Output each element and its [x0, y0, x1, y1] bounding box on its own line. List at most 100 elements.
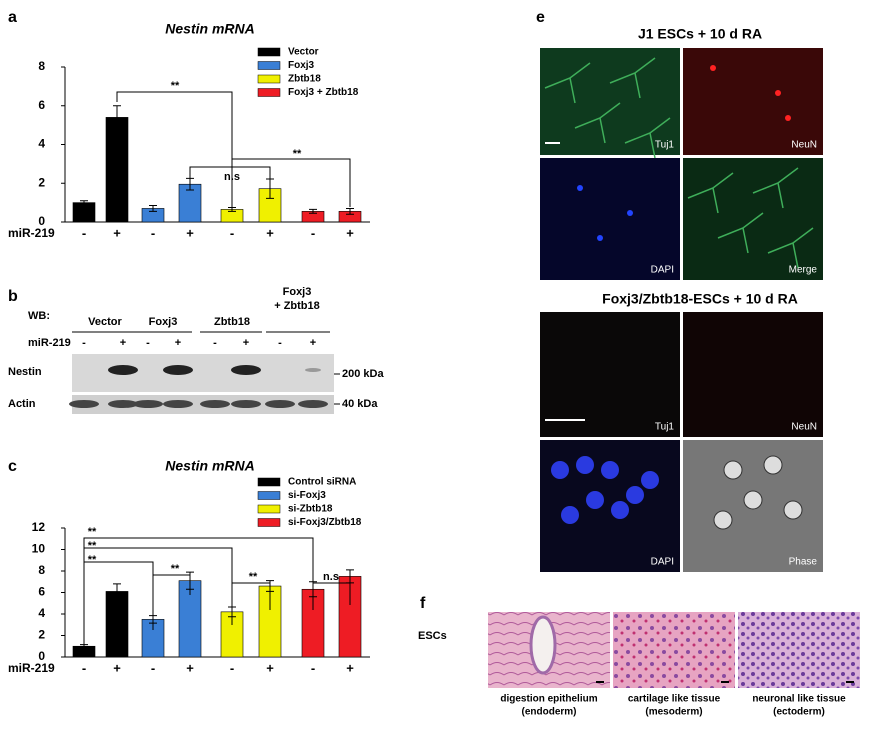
significance-bracket	[231, 582, 271, 625]
y-tick-label: 8	[38, 59, 45, 73]
x-tick-label: -	[230, 225, 234, 240]
y-tick-label: 12	[32, 520, 46, 534]
lumen	[529, 615, 557, 675]
nucleus	[641, 471, 659, 489]
row-label: ESCs	[418, 630, 447, 642]
caption: (endoderm)	[522, 707, 577, 718]
legend-label: Zbtb18	[288, 74, 321, 85]
legend-swatch	[257, 518, 281, 527]
nucleus	[611, 501, 629, 519]
y-tick-label: 6	[38, 585, 45, 599]
error-bar	[309, 208, 317, 214]
significance-label: **	[249, 571, 258, 583]
legend-swatch	[257, 491, 281, 500]
y-tick-label: 4	[38, 606, 45, 620]
y-tick-label: 2	[38, 628, 45, 642]
blot-row: Actin	[8, 398, 36, 410]
nucleus	[785, 115, 791, 121]
blot-label: WB:	[28, 310, 50, 322]
cell	[763, 455, 783, 475]
blot-band	[163, 365, 193, 375]
lane-sign: -	[146, 337, 150, 349]
y-tick-label: 0	[38, 214, 45, 228]
blot-group: Foxj3	[149, 316, 178, 328]
panel-label: e	[536, 9, 545, 26]
micrograph	[683, 48, 823, 155]
neuron	[717, 212, 764, 254]
error-bar	[149, 205, 157, 212]
x-tick-label: -	[151, 660, 155, 675]
legend-label: Control siRNA	[288, 477, 356, 488]
blot-label: miR-219	[28, 337, 71, 349]
significance-bracket	[116, 91, 233, 205]
blot-band	[69, 400, 99, 408]
cell	[743, 490, 763, 510]
neuron	[574, 102, 621, 144]
legend-swatch	[257, 47, 281, 57]
y-tick-label: 6	[38, 98, 45, 112]
x-tick-label: +	[186, 225, 194, 240]
channel-label: DAPI	[651, 265, 674, 276]
blot-band	[108, 365, 138, 375]
significance-label: **	[88, 540, 97, 552]
lane-sign: +	[310, 337, 316, 349]
significance-label: n.s	[323, 571, 339, 583]
legend-label: si-Foxj3	[288, 490, 326, 501]
x-tick-label: -	[151, 225, 155, 240]
blot-band	[200, 400, 230, 408]
legend-swatch	[257, 61, 281, 70]
legend-label: Vector	[288, 47, 319, 58]
chart-title: Nestin mRNA	[165, 458, 254, 474]
micrograph	[540, 440, 680, 572]
blot-group: Vector	[88, 316, 122, 328]
panel-label: b	[8, 288, 18, 305]
y-tick-label: 8	[38, 563, 45, 577]
blot-band	[163, 400, 193, 408]
micrograph	[683, 312, 823, 437]
significance-label: **	[88, 554, 97, 566]
x-tick-label: -	[230, 660, 234, 675]
blot-band	[231, 365, 261, 375]
blot-band	[298, 400, 328, 408]
channel-label: Tuj1	[655, 140, 675, 151]
y-tick-label: 4	[38, 137, 45, 151]
neuron	[544, 62, 591, 104]
caption: cartilage like tissue	[628, 694, 721, 705]
legend-swatch	[257, 88, 281, 97]
caption: (ectoderm)	[773, 707, 825, 718]
y-tick-label: 0	[38, 649, 45, 663]
blot-band	[305, 368, 321, 372]
error-bar	[113, 105, 121, 130]
neuron	[624, 117, 671, 159]
nucleus	[561, 506, 579, 524]
bar	[72, 202, 96, 223]
marker-label: 200 kDa	[342, 368, 384, 380]
nucleus	[626, 486, 644, 504]
error-bar	[113, 583, 121, 600]
significance-label: **	[171, 563, 180, 575]
blot-band	[133, 400, 163, 408]
y-tick-label: 2	[38, 175, 45, 189]
panel-label: f	[420, 595, 426, 612]
channel-label: Phase	[789, 557, 818, 568]
caption: neuronal like tissue	[752, 694, 846, 705]
significance-bracket	[152, 574, 191, 620]
x-tick-label: -	[311, 225, 315, 240]
error-bar	[80, 200, 88, 206]
nucleus	[627, 210, 633, 216]
category-axis-label: miR-219	[8, 226, 55, 240]
significance-label: **	[293, 148, 302, 160]
lane-sign: +	[243, 337, 249, 349]
nucleus	[710, 65, 716, 71]
bar	[105, 117, 129, 223]
blot-band	[231, 400, 261, 408]
channel-label: NeuN	[791, 422, 817, 433]
error-bar	[228, 206, 236, 212]
caption: (mesoderm)	[645, 707, 702, 718]
blot-group: Zbtb18	[214, 316, 250, 328]
neuron	[767, 227, 814, 269]
lane-sign: +	[175, 337, 181, 349]
blot-group: + Zbtb18	[274, 300, 320, 312]
x-tick-label: +	[346, 660, 354, 675]
